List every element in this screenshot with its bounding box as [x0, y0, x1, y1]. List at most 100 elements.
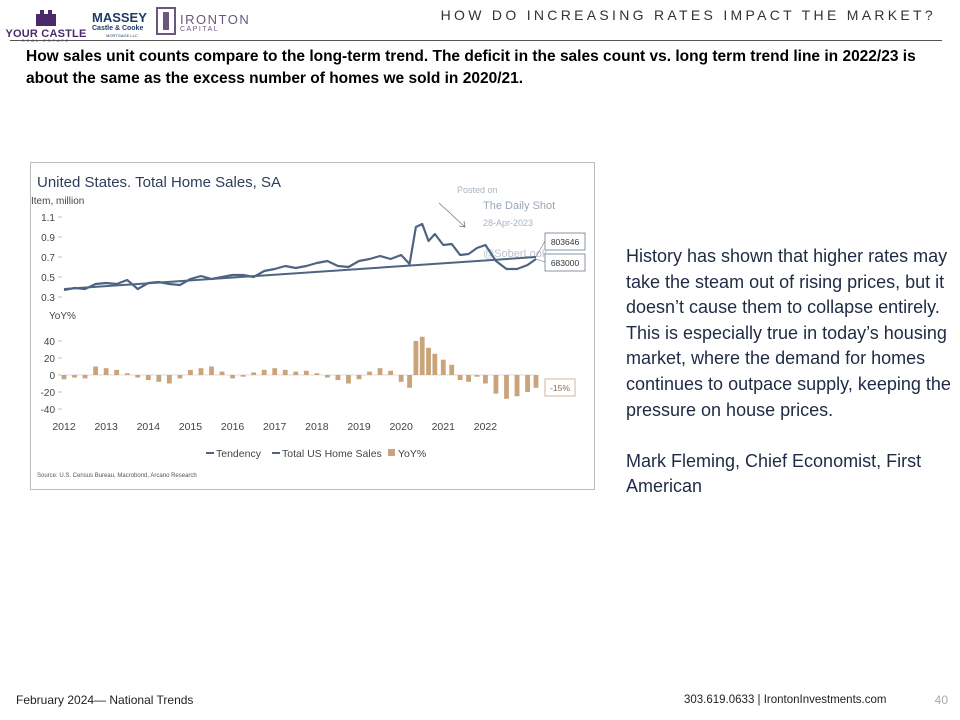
bottom-y-tick-label: 0 [49, 371, 55, 382]
yoy-bar [114, 369, 120, 375]
yoy-bar [124, 373, 130, 375]
bottom-axis-label: YoY% [49, 311, 76, 322]
x-tick-label: 2018 [305, 421, 329, 433]
footer-contact: 303.619.0633 | IrontonInvestments.com [684, 694, 887, 706]
yoy-bar [93, 366, 99, 375]
yoy-bar [156, 375, 162, 382]
yoy-bar [145, 375, 151, 381]
end-label-leader [535, 258, 546, 263]
yoy-bar [240, 375, 246, 377]
top-axis-label: Item, million [31, 196, 84, 207]
watermark-date: 28-Apr-2023 [483, 218, 533, 228]
top-y-tick-label: 0.5 [41, 273, 55, 284]
x-tick-label: 2017 [263, 421, 287, 433]
bottom-y-tick-label: 20 [44, 354, 56, 365]
x-tick-label: 2019 [347, 421, 371, 433]
end-label-tendency: 803646 [551, 237, 580, 247]
yoy-bar [293, 371, 299, 375]
x-tick-label: 2020 [389, 421, 413, 433]
quote-text: History has shown that higher rates may … [626, 246, 951, 420]
yoy-bar [466, 375, 471, 382]
yoy-bar [474, 375, 480, 377]
yoy-bar [504, 375, 509, 399]
yoy-bar [356, 375, 362, 380]
watermark-arrow [438, 202, 466, 228]
yoy-bar [314, 373, 320, 375]
yoy-bar [533, 375, 539, 388]
ironton-mark-icon [156, 7, 176, 35]
yoy-bar [525, 375, 530, 392]
legend-item: YoY% [398, 448, 426, 460]
your-castle-logo: YOUR CASTLE REAL ESTATE [4, 6, 88, 43]
slide-title: HOW DO INCREASING RATES IMPACT THE MARKE… [440, 7, 936, 23]
watermark-arrowhead [458, 220, 466, 228]
castle-icon [36, 10, 56, 26]
yoy-bar [135, 375, 141, 378]
yoy-bar [398, 375, 404, 382]
watermark-source: The Daily Shot [483, 200, 555, 212]
top-y-tick-label: 0.7 [41, 253, 55, 264]
chart-source: Source: U.S. Census Bureau, Macrobond, A… [37, 473, 197, 479]
end-label-yoy: -15% [550, 383, 570, 393]
header-divider [10, 40, 942, 41]
x-tick-label: 2015 [179, 421, 203, 433]
yoy-bar [432, 353, 438, 375]
yoy-bar [426, 347, 431, 375]
yoy-bar [413, 341, 419, 375]
yoy-bar [177, 375, 183, 379]
yoy-bar [367, 371, 372, 375]
yoy-bar [407, 375, 412, 388]
quote-attribution: Mark Fleming, Chief Economist, First Ame… [626, 450, 922, 497]
yoy-bar [440, 359, 446, 375]
top-y-tick-label: 0.3 [41, 293, 55, 304]
watermark-posted: Posted on [457, 185, 498, 195]
headline: How sales unit counts compare to the lon… [26, 48, 916, 87]
yoy-bar [419, 336, 425, 375]
end-label-box [544, 253, 586, 272]
chart-container: United States. Total Home Sales, SA Item,… [30, 162, 595, 490]
yoy-bar [457, 375, 463, 381]
yoy-bar [188, 369, 193, 375]
yoy-bar [198, 368, 204, 375]
yoy-bar [377, 368, 383, 375]
yoy-bar [493, 375, 499, 394]
bottom-y-tick-label: -20 [41, 388, 56, 399]
legend-item: Tendency [216, 448, 262, 460]
x-tick-label: 2014 [137, 421, 161, 433]
yoy-bar [103, 368, 109, 375]
yoy-bar [514, 375, 520, 397]
bottom-y-tick-label: 40 [44, 337, 56, 348]
yoy-bar [209, 366, 214, 375]
legend-item: Total US Home Sales [282, 448, 382, 460]
x-tick-label: 2022 [474, 421, 498, 433]
yoy-bar [261, 369, 267, 375]
yoy-bar [72, 375, 77, 378]
yoy-bar [251, 372, 257, 375]
yoy-bar [230, 375, 235, 379]
x-tick-label: 2016 [221, 421, 245, 433]
yoy-bar [82, 375, 88, 379]
home-sales-chart: United States. Total Home Sales, SA Item,… [31, 174, 586, 479]
yoy-bar [303, 370, 309, 375]
top-y-tick-label: 1.1 [41, 213, 55, 224]
yoy-bar [335, 375, 341, 381]
yoy-bar [346, 375, 351, 384]
yoy-bar [324, 375, 330, 378]
yoy-bar [449, 364, 455, 375]
yoy-bar [219, 371, 225, 375]
tendency-line [63, 256, 537, 290]
yoy-bar [166, 375, 172, 384]
yoy-bar [282, 369, 288, 375]
bottom-y-tick-label: -40 [41, 405, 56, 416]
page-number: 40 [934, 693, 948, 707]
top-y-tick-label: 0.9 [41, 233, 55, 244]
yoy-bar [388, 370, 394, 375]
chart-title: United States. Total Home Sales, SA [37, 174, 281, 191]
legend-swatch [388, 449, 395, 456]
x-tick-label: 2013 [94, 421, 118, 433]
yoy-bar [483, 375, 488, 384]
x-tick-label: 2012 [52, 421, 76, 433]
end-label-sales: 683000 [551, 258, 580, 268]
home-sales-line [63, 222, 537, 292]
end-label-leader [535, 240, 546, 258]
